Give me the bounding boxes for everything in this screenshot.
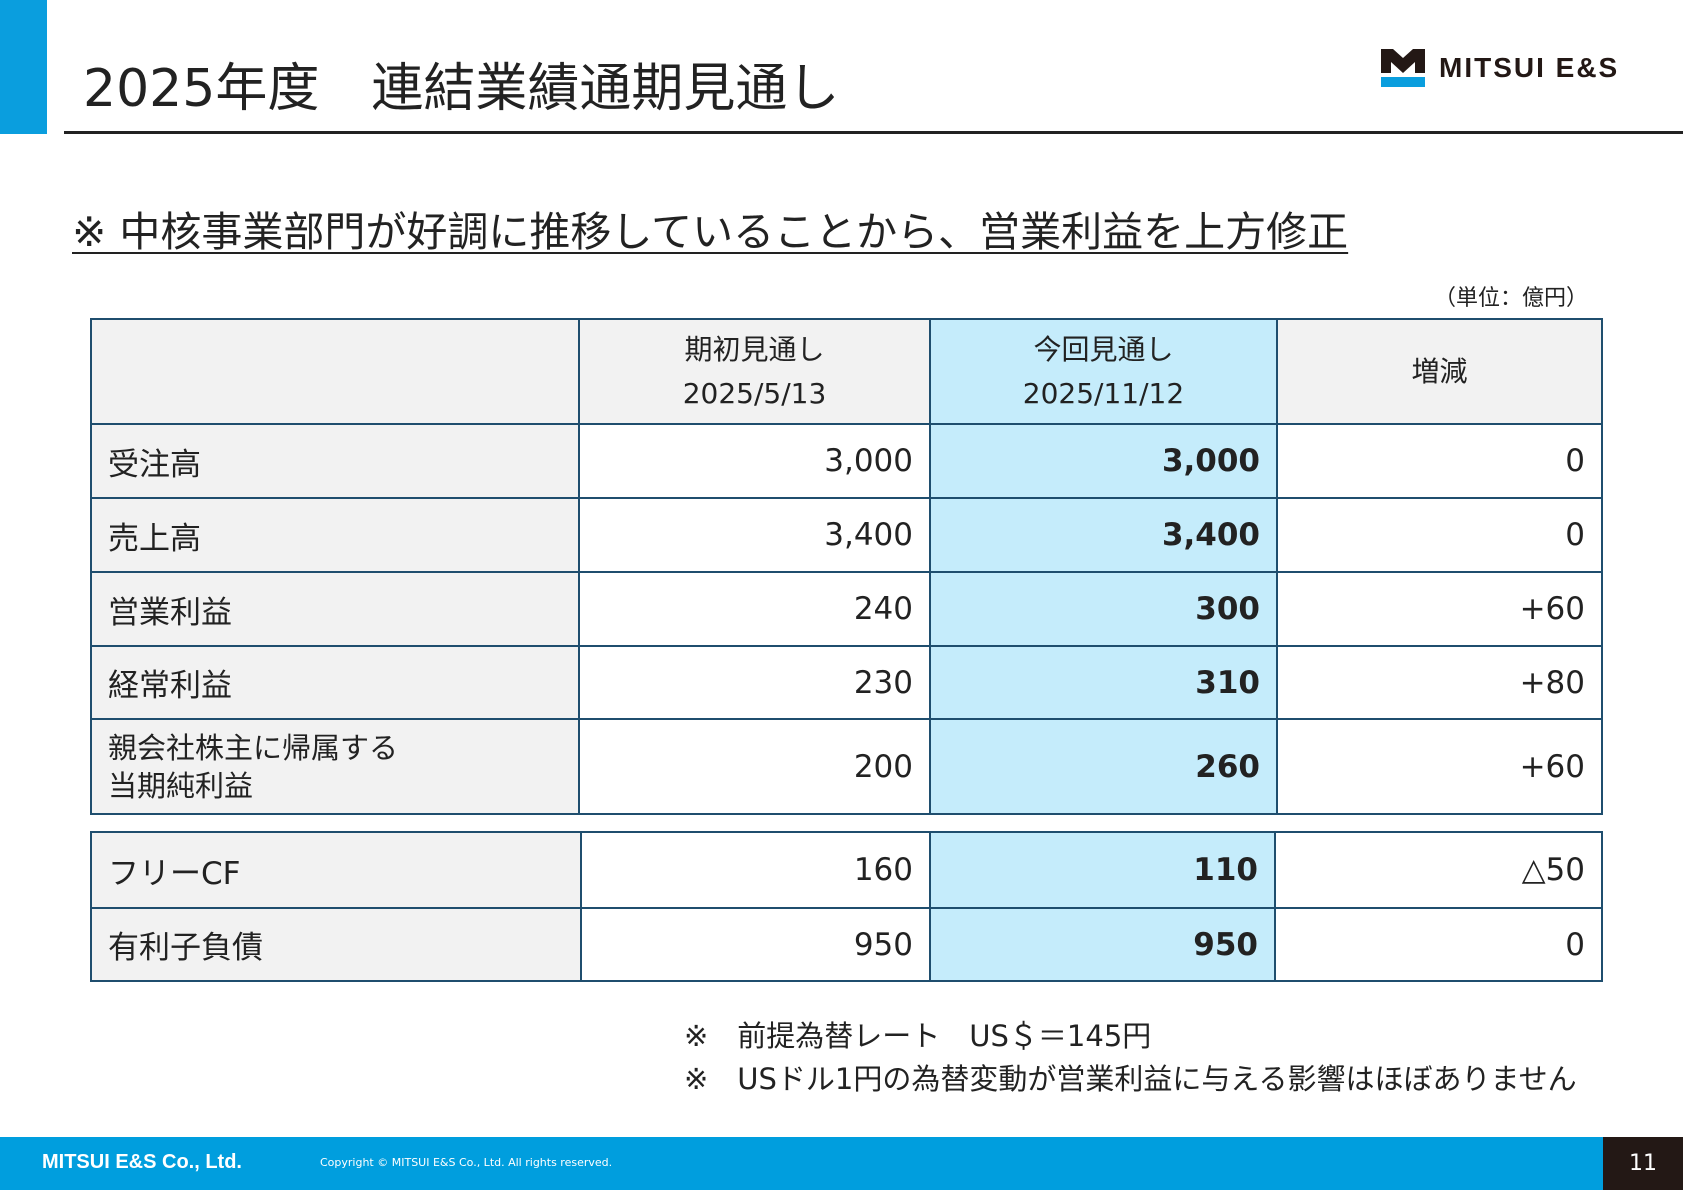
row-label: 経常利益 [90, 645, 580, 720]
footer-company: MITSUI E&S Co., Ltd. [42, 1151, 242, 1173]
cashflow-debt-table: フリーCF 160 110 △50 有利子負債 950 950 0 [90, 831, 1603, 982]
change-value: +60 [1276, 571, 1603, 647]
logo-mark-icon [1381, 49, 1425, 87]
header-change: 増減 [1276, 318, 1603, 425]
change-value: 0 [1276, 497, 1603, 573]
column-label: 期初見通し [684, 332, 825, 366]
header-divider [64, 131, 1683, 134]
table-row: 親会社株主に帰属する 当期純利益 200 260 +60 [90, 718, 1603, 815]
initial-value: 3,000 [578, 423, 931, 499]
page-title: 2025年度 連結業績通期見通し [83, 59, 840, 119]
table-row: 営業利益 240 300 +60 [90, 571, 1603, 647]
row-label: フリーCF [90, 831, 582, 909]
initial-value: 240 [578, 571, 931, 647]
row-label: 受注高 [90, 423, 580, 499]
change-value: 0 [1276, 423, 1603, 499]
row-label: 営業利益 [90, 571, 580, 647]
change-value: +60 [1276, 718, 1603, 815]
footer: MITSUI E&S Co., Ltd. Copyright © MITSUI … [0, 1137, 1603, 1190]
initial-value: 160 [580, 831, 931, 909]
header-current: 今回見通し 2025/11/12 [929, 318, 1278, 425]
change-value: 0 [1274, 907, 1603, 982]
current-value: 300 [929, 571, 1278, 647]
column-date: 2025/11/12 [1022, 376, 1185, 410]
row-label: 有利子負債 [90, 907, 582, 982]
table-row: 有利子負債 950 950 0 [90, 907, 1603, 982]
initial-value: 230 [578, 645, 931, 720]
current-value: 310 [929, 645, 1278, 720]
current-value: 950 [929, 907, 1276, 982]
current-value: 3,400 [929, 497, 1278, 573]
table-header-row: 期初見通し 2025/5/13 今回見通し 2025/11/12 増減 [90, 318, 1603, 425]
unit-label: （単位：億円） [1433, 286, 1588, 311]
accent-bar [0, 0, 47, 134]
table-row: 売上高 3,400 3,400 0 [90, 497, 1603, 573]
change-value: △50 [1274, 831, 1603, 909]
column-label: 今回見通し [1033, 332, 1174, 366]
note-fx-impact: ※ USドル1円の為替変動が営業利益に与える影響はほぼありません [684, 1062, 1577, 1096]
logo-text: MITSUI E&S [1439, 52, 1620, 83]
note-exchange-rate: ※ 前提為替レート US＄＝145円 [684, 1019, 1152, 1053]
company-logo: MITSUI E&S [1381, 48, 1619, 88]
footer-copyright: Copyright © MITSUI E&S Co., Ltd. All rig… [320, 1156, 613, 1169]
row-label: 売上高 [90, 497, 580, 573]
column-date: 2025/5/13 [682, 376, 827, 410]
page-number: 11 [1603, 1137, 1683, 1190]
header-initial: 期初見通し 2025/5/13 [578, 318, 931, 425]
initial-value: 200 [578, 718, 931, 815]
table-row: 受注高 3,000 3,000 0 [90, 423, 1603, 499]
current-value: 3,000 [929, 423, 1278, 499]
change-value: +80 [1276, 645, 1603, 720]
table-row: 経常利益 230 310 +80 [90, 645, 1603, 720]
initial-value: 3,400 [578, 497, 931, 573]
initial-value: 950 [580, 907, 931, 982]
column-label: 増減 [1411, 354, 1468, 388]
subtitle: ※ 中核事業部門が好調に推移していることから、営業利益を上方修正 [72, 208, 1349, 256]
row-label: 親会社株主に帰属する 当期純利益 [90, 718, 580, 815]
header-empty [90, 318, 580, 425]
table-row: フリーCF 160 110 △50 [90, 831, 1603, 909]
current-value: 110 [929, 831, 1276, 909]
current-value: 260 [929, 718, 1278, 815]
forecast-table: 期初見通し 2025/5/13 今回見通し 2025/11/12 増減 受注高 3,0… [90, 318, 1603, 815]
